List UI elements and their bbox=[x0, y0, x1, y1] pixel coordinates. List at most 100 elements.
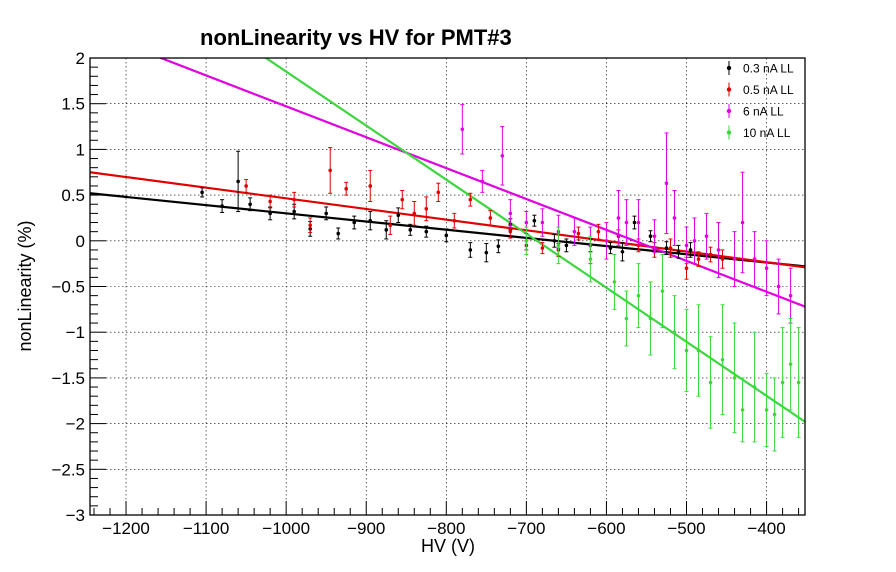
data-point-10-na-ll bbox=[764, 408, 769, 412]
data-point-0-3-na-ll bbox=[632, 220, 637, 225]
data-point-0-3-na-ll bbox=[444, 233, 449, 238]
legend-marker bbox=[726, 87, 732, 92]
data-point-6-na-ll bbox=[684, 243, 689, 248]
data-point-0-5-na-ll bbox=[388, 223, 393, 228]
chart-title: nonLinearity vs HV for PMT#3 bbox=[200, 25, 512, 50]
data-point-0-3-na-ll bbox=[396, 213, 401, 218]
data-point-10-na-ll bbox=[772, 412, 777, 417]
x-tick-label: −1200 bbox=[102, 519, 150, 538]
data-point-0-5-na-ll bbox=[368, 184, 373, 188]
data-point-6-na-ll bbox=[508, 211, 513, 216]
data-point-0-3-na-ll bbox=[292, 209, 296, 214]
data-point-10-na-ll bbox=[684, 348, 689, 353]
data-point-0-5-na-ll bbox=[468, 197, 473, 202]
data-point-0-5-na-ll bbox=[244, 184, 248, 188]
data-point-0-3-na-ll bbox=[268, 211, 272, 216]
data-point-10-na-ll bbox=[636, 293, 641, 298]
data-point-6-na-ll bbox=[540, 220, 545, 225]
legend-marker bbox=[726, 108, 732, 114]
fit-line-0-3-na-ll bbox=[90, 192, 805, 268]
fit-lines bbox=[90, 58, 805, 423]
data-point-6-na-ll bbox=[624, 220, 629, 225]
data-point-6-na-ll bbox=[764, 266, 769, 271]
data-point-0-3-na-ll bbox=[336, 231, 341, 236]
data-point-10-na-ll bbox=[752, 385, 757, 389]
data-point-0-5-na-ll bbox=[576, 231, 581, 236]
data-point-0-5-na-ll bbox=[436, 190, 441, 195]
data-point-0-3-na-ll bbox=[496, 244, 501, 249]
y-tick-label: −3 bbox=[66, 506, 85, 525]
data-point-0-5-na-ll bbox=[684, 266, 689, 271]
data-point-0-5-na-ll bbox=[328, 168, 333, 173]
x-tick-label: −600 bbox=[587, 519, 625, 538]
data-point-0-5-na-ll bbox=[488, 216, 493, 220]
data-point-6-na-ll bbox=[776, 284, 781, 289]
data-point-6-na-ll bbox=[716, 248, 721, 252]
data-point-10-na-ll bbox=[612, 280, 617, 284]
data-point-0-3-na-ll bbox=[424, 229, 429, 234]
y-tick-label: 2 bbox=[76, 49, 85, 68]
data-points bbox=[200, 104, 801, 452]
x-tick-label: −800 bbox=[427, 519, 465, 538]
data-point-10-na-ll bbox=[732, 376, 737, 380]
legend-label: 10 nA LL bbox=[743, 126, 791, 140]
data-point-0-5-na-ll bbox=[412, 211, 417, 216]
data-point-0-5-na-ll bbox=[308, 223, 312, 228]
data-point-0-5-na-ll bbox=[696, 257, 701, 261]
x-tick-label: −400 bbox=[747, 519, 785, 538]
data-point-0-3-na-ll bbox=[248, 202, 252, 207]
data-point-10-na-ll bbox=[648, 316, 653, 321]
y-tick-label: −0.5 bbox=[51, 278, 85, 297]
data-point-10-na-ll bbox=[788, 362, 793, 366]
fit-line-10-na-ll bbox=[264, 58, 805, 423]
data-point-0-5-na-ll bbox=[668, 246, 673, 250]
data-point-6-na-ll bbox=[636, 220, 641, 225]
data-point-6-na-ll bbox=[788, 293, 793, 298]
data-point-0-5-na-ll bbox=[452, 218, 457, 223]
data-point-6-na-ll bbox=[672, 216, 677, 220]
data-point-10-na-ll bbox=[624, 316, 629, 321]
data-point-0-3-na-ll bbox=[688, 248, 693, 252]
legend-label: 6 nA LL bbox=[743, 105, 784, 119]
y-tick-label: −1.5 bbox=[51, 369, 85, 388]
y-tick-label: 1.5 bbox=[61, 95, 85, 114]
data-point-10-na-ll bbox=[556, 243, 561, 248]
data-point-10-na-ll bbox=[780, 380, 785, 385]
data-point-0-3-na-ll bbox=[368, 218, 373, 223]
grid bbox=[90, 57, 805, 516]
y-tick-label: 1 bbox=[76, 140, 85, 159]
data-point-10-na-ll bbox=[720, 357, 725, 362]
data-point-6-na-ll bbox=[704, 234, 709, 239]
data-point-0-3-na-ll bbox=[676, 249, 681, 254]
data-point-0-3-na-ll bbox=[352, 220, 357, 225]
legend-label: 0.3 nA LL bbox=[743, 62, 794, 76]
y-tick-label: −2 bbox=[66, 415, 85, 434]
data-point-10-na-ll bbox=[588, 257, 593, 261]
data-point-0-3-na-ll bbox=[608, 246, 613, 250]
legend: 0.3 nA LL 0.5 nA LL 6 nA LL 10 nA LL bbox=[726, 61, 794, 140]
y-tick-label: 0 bbox=[76, 232, 85, 251]
data-point-0-3-na-ll bbox=[324, 211, 328, 216]
y-axis-label: nonLinearity (%) bbox=[15, 220, 35, 351]
data-point-6-na-ll bbox=[652, 234, 657, 239]
data-point-0-3-na-ll bbox=[220, 204, 224, 208]
data-point-0-3-na-ll bbox=[236, 179, 240, 184]
data-point-0-5-na-ll bbox=[720, 257, 725, 261]
legend-marker bbox=[726, 65, 732, 71]
data-point-0-3-na-ll bbox=[468, 248, 473, 252]
data-point-0-3-na-ll bbox=[552, 239, 557, 243]
data-point-6-na-ll bbox=[500, 153, 505, 158]
data-point-10-na-ll bbox=[524, 239, 529, 243]
data-point-0-3-na-ll bbox=[648, 234, 653, 239]
data-point-6-na-ll bbox=[752, 257, 757, 261]
data-point-0-5-na-ll bbox=[424, 207, 429, 211]
data-point-0-3-na-ll bbox=[532, 218, 537, 223]
data-point-10-na-ll bbox=[796, 380, 801, 385]
data-point-6-na-ll bbox=[740, 220, 745, 225]
data-point-6-na-ll bbox=[524, 220, 529, 225]
data-point-10-na-ll bbox=[708, 380, 713, 385]
data-point-0-5-na-ll bbox=[508, 229, 513, 234]
data-point-0-5-na-ll bbox=[292, 197, 296, 202]
data-point-6-na-ll bbox=[616, 216, 621, 220]
